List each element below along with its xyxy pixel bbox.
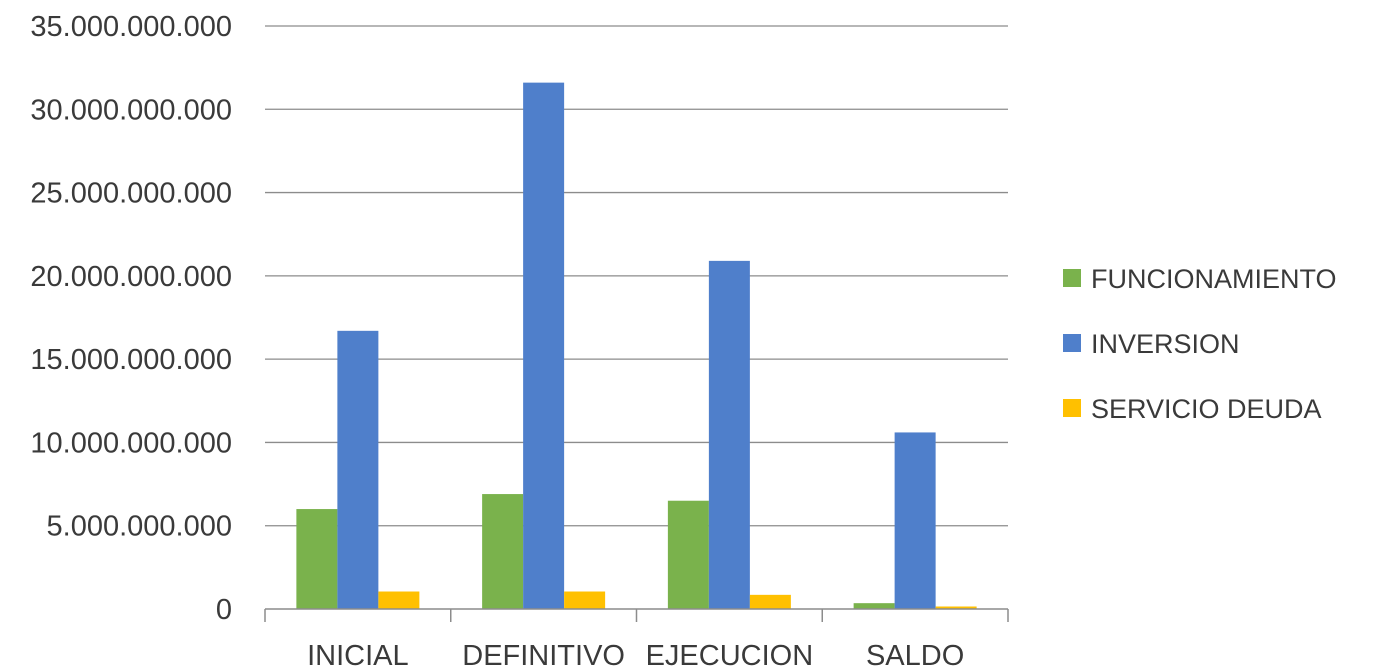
bar-funcionamiento-definitivo <box>482 494 524 609</box>
x-category-label: SALDO <box>866 640 964 671</box>
bar-servicio-deuda-inicial <box>378 591 420 609</box>
legend-label-inversion: INVERSION <box>1091 329 1240 359</box>
legend-swatch-servicio-deuda <box>1063 399 1081 417</box>
y-tick-label: 10.000.000.000 <box>30 427 232 459</box>
y-tick-label: 15.000.000.000 <box>30 344 232 376</box>
bar-inversion-ejecucion <box>708 260 750 609</box>
x-axis-category-labels: INICIAL DEFINITIVO EJECUCION SALDO <box>307 640 964 671</box>
legend: FUNCIONAMIENTO INVERSION SERVICIO DEUDA <box>1063 264 1337 424</box>
bar-inversion-inicial <box>337 330 379 609</box>
bar-funcionamiento-ejecucion <box>667 500 709 609</box>
y-tick-label: 30.000.000.000 <box>30 94 232 126</box>
x-axis <box>264 608 1009 622</box>
y-tick-label: 25.000.000.000 <box>30 178 232 210</box>
x-category-label: DEFINITIVO <box>462 640 625 671</box>
bar-funcionamiento-inicial <box>296 509 338 609</box>
y-tick-label: 20.000.000.000 <box>30 261 232 293</box>
legend-label-servicio-deuda: SERVICIO DEUDA <box>1091 394 1322 424</box>
y-tick-label: 5.000.000.000 <box>47 511 232 543</box>
gridlines <box>265 25 1008 527</box>
bar-funcionamiento-saldo <box>853 603 895 609</box>
legend-label-funcionamiento: FUNCIONAMIENTO <box>1091 264 1337 294</box>
y-tick-label: 0 <box>216 594 232 626</box>
bar-servicio-deuda-ejecucion <box>749 594 791 609</box>
x-category-label: EJECUCION <box>646 640 814 671</box>
bar-inversion-definitivo <box>523 82 565 610</box>
x-category-label: INICIAL <box>307 640 409 671</box>
bars <box>296 82 977 610</box>
legend-swatch-funcionamiento <box>1063 269 1081 287</box>
bar-servicio-deuda-definitivo <box>564 591 606 609</box>
bar-servicio-deuda-saldo <box>935 606 977 609</box>
bar-inversion-saldo <box>894 432 936 609</box>
legend-swatch-inversion <box>1063 334 1081 352</box>
y-tick-label: 35.000.000.000 <box>30 11 232 43</box>
y-axis-tick-labels: 0 5.000.000.000 10.000.000.000 15.000.000.0… <box>30 11 232 626</box>
